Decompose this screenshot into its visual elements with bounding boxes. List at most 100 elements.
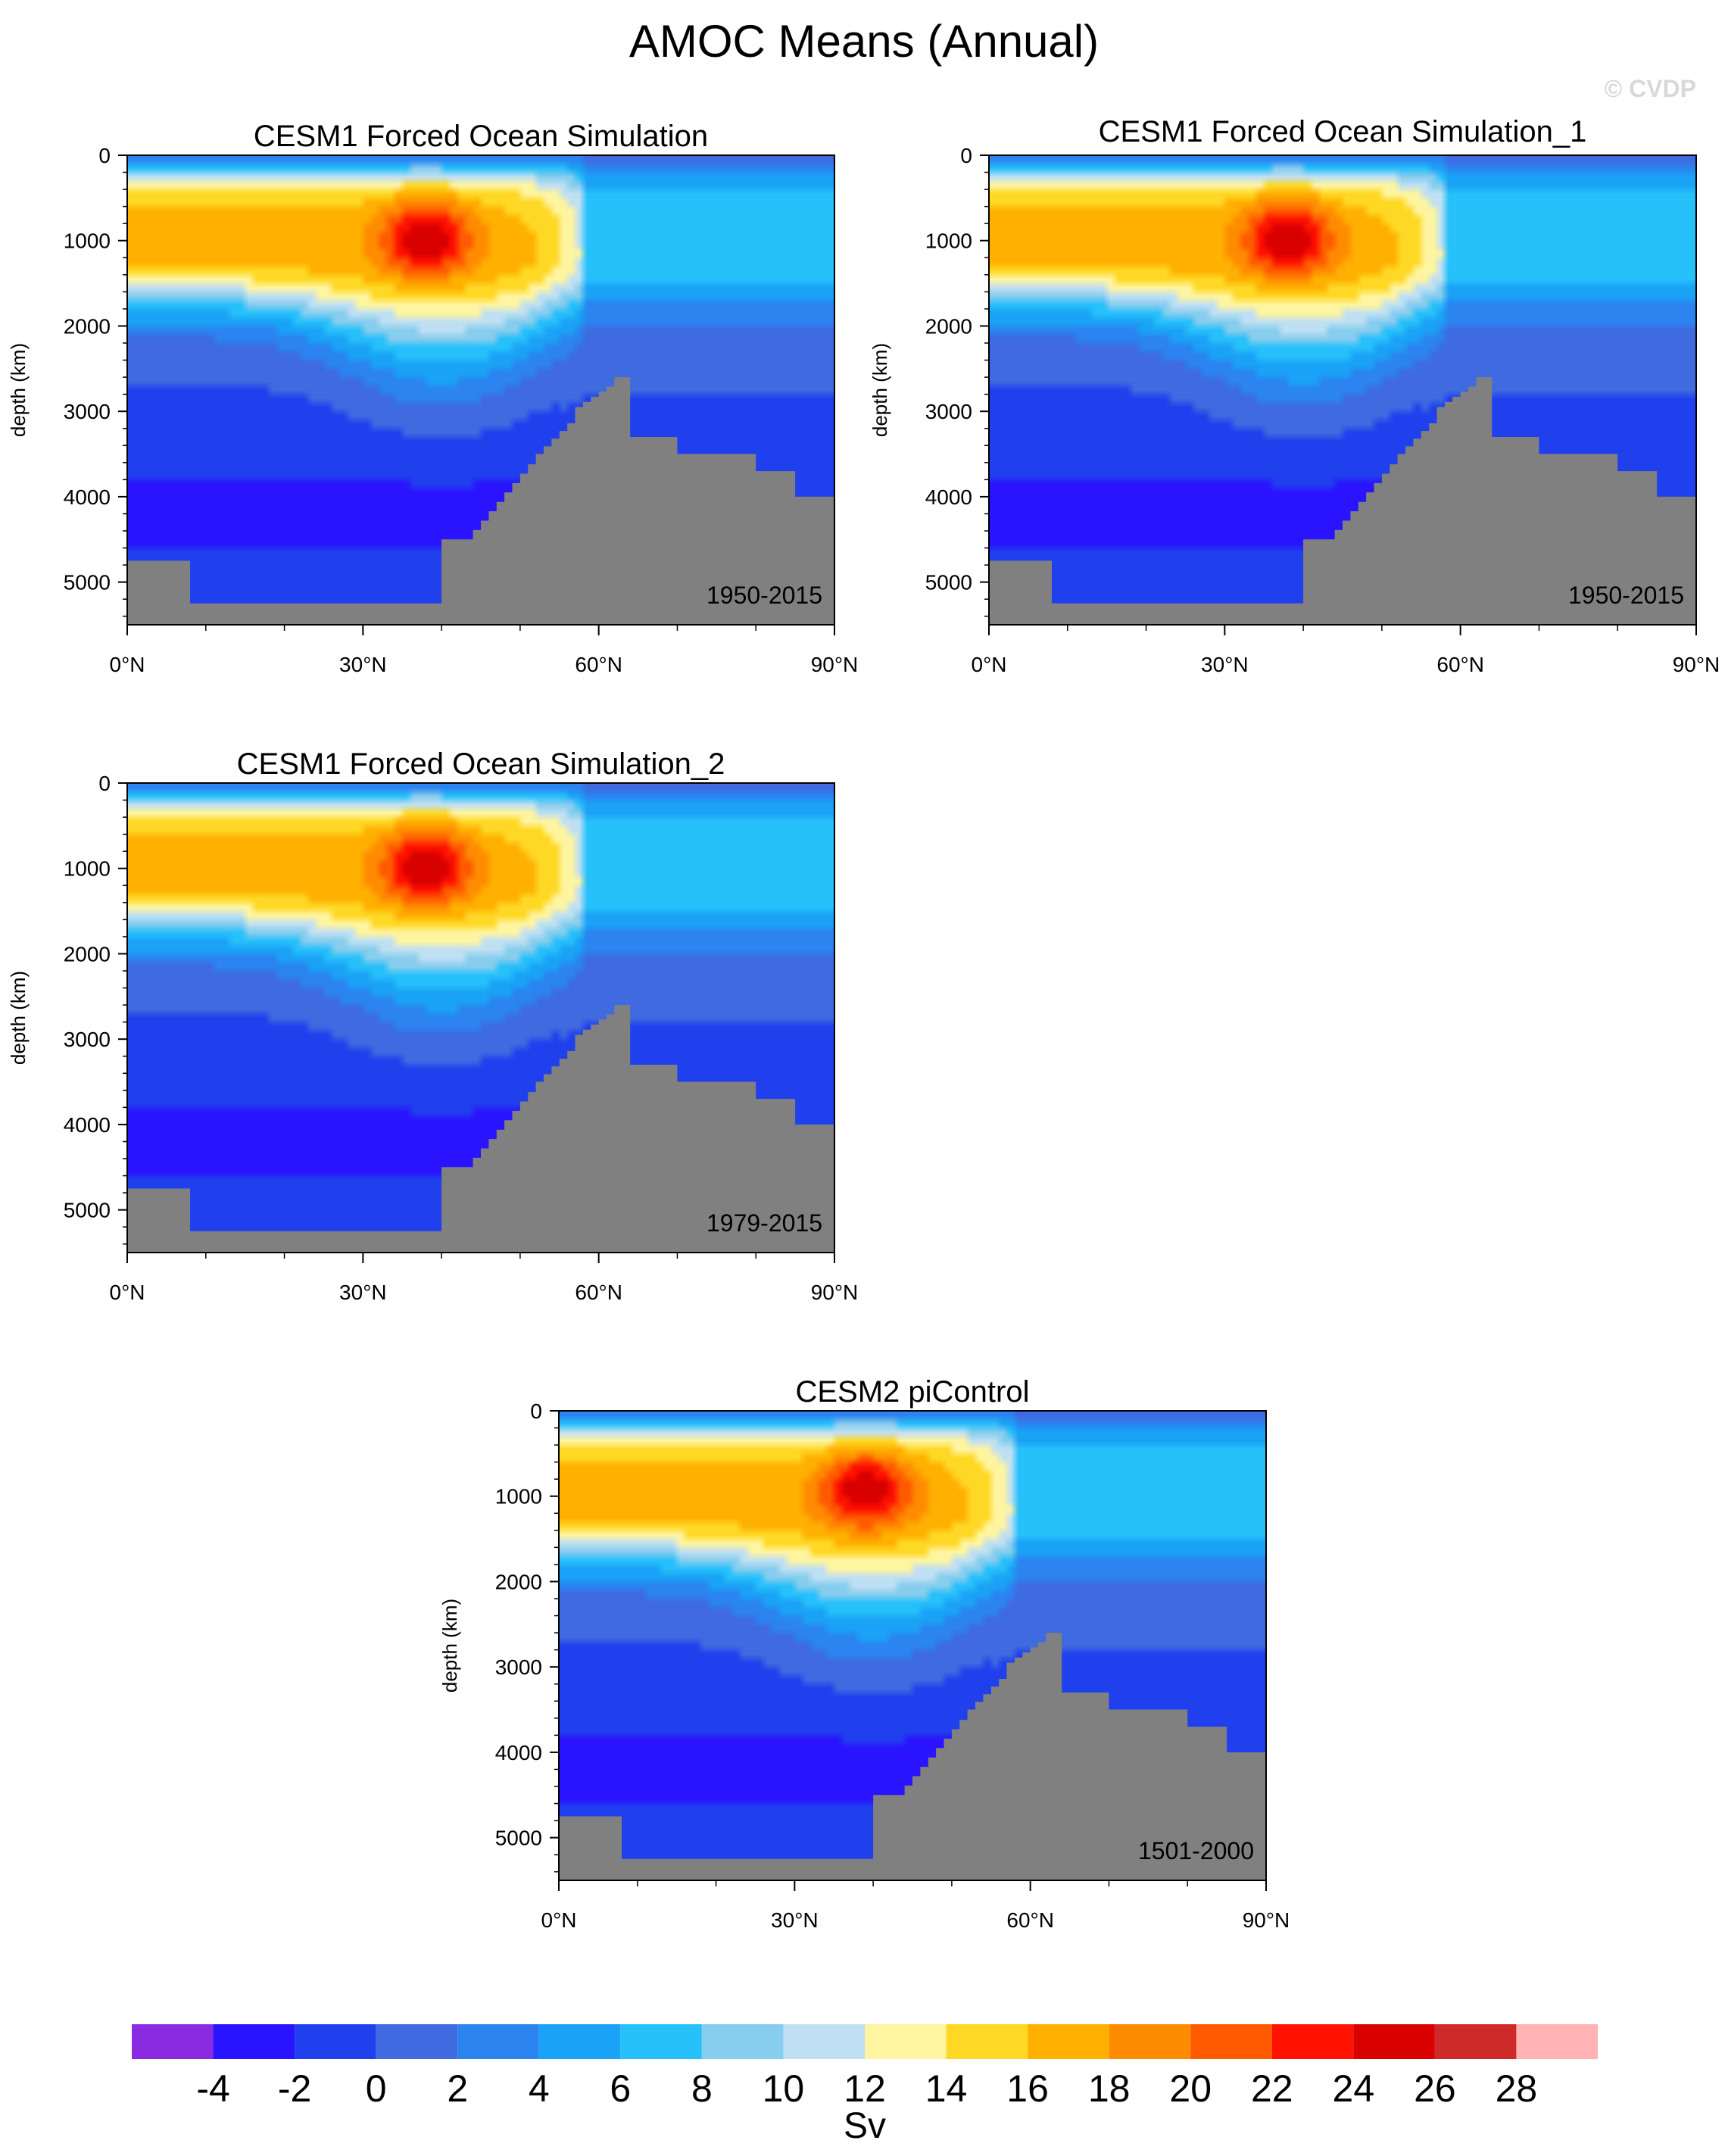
colorbar-tick-label: 22	[1251, 2067, 1293, 2110]
y-tick-label: 2000	[64, 314, 111, 338]
y-tick-label: 4000	[64, 1113, 111, 1137]
colorbar-box	[538, 2024, 621, 2059]
panel-cesm1-forced-1: CESM1 Forced Ocean Simulation_1 0 1000 200…	[869, 115, 1720, 676]
colorbar-box	[1028, 2024, 1109, 2059]
y-tick-label: 5000	[925, 571, 972, 594]
colorbar-box	[620, 2024, 702, 2059]
y-tick-label: 2000	[64, 942, 111, 966]
period-label: 1979-2015	[706, 1209, 822, 1237]
x-tick-label: 0°N	[541, 1908, 577, 1932]
y-axis-label: depth (km)	[7, 971, 30, 1065]
panel-cesm1-forced: CESM1 Forced Ocean Simulation 0 1000 2000 3…	[7, 120, 858, 676]
y-tick-label: 0	[960, 144, 972, 167]
x-tick-label: 30°N	[771, 1908, 819, 1932]
y-tick-label: 4000	[64, 485, 111, 509]
colorbar-tick-label: 12	[844, 2067, 886, 2110]
plot-frame	[126, 154, 835, 626]
plot-frame	[126, 782, 835, 1253]
colorbar-tick-label: 24	[1333, 2067, 1375, 2110]
y-tick-label: 3000	[64, 400, 111, 423]
colorbar-tick-label: 6	[610, 2067, 631, 2110]
colorbar-tick-label: 8	[691, 2067, 713, 2110]
colorbar: Sv -4 -2 0 2 4 6 8 10 12 14 16 18 20 22 24 26 28	[132, 2024, 1598, 2146]
y-tick-label: 1000	[64, 229, 111, 253]
colorbar-box	[946, 2024, 1028, 2059]
x-tick-label: 60°N	[575, 653, 622, 676]
colorbar-tick-label: 2	[447, 2067, 468, 2110]
y-tick-label: 0	[530, 1399, 542, 1423]
y-axis-label: depth (km)	[438, 1599, 461, 1693]
x-tick-label: 90°N	[811, 653, 859, 676]
panel-title: CESM2 piControl	[795, 1375, 1029, 1409]
colorbar-tick-label: 18	[1088, 2067, 1131, 2110]
y-tick-label: 2000	[925, 314, 972, 338]
colorbar-box	[701, 2024, 784, 2059]
bathymetry	[127, 377, 834, 625]
colorbar-box	[1190, 2024, 1272, 2059]
colorbar-box	[213, 2024, 295, 2059]
colorbar-tick-label: -4	[196, 2067, 229, 2110]
bathymetry	[989, 377, 1696, 625]
colorbar-tick-label: -2	[278, 2067, 311, 2110]
panel-cesm2-picontrol: CESM2 piControl 0 1000 2000 3000 4000 5000 dep…	[438, 1375, 1290, 1932]
y-tick-label: 5000	[64, 571, 111, 594]
colorbar-tick-label: 4	[529, 2067, 550, 2110]
y-tick-label: 0	[98, 144, 111, 167]
x-tick-label: 0°N	[972, 653, 1007, 676]
y-tick-label: 5000	[64, 1199, 111, 1222]
y-tick-label: 5000	[495, 1827, 542, 1850]
y-tick-label: 3000	[925, 400, 972, 423]
y-axis-label: depth (km)	[869, 343, 891, 437]
y-tick-label: 3000	[64, 1028, 111, 1051]
y-tick-label: 4000	[495, 1741, 542, 1764]
x-tick-label: 90°N	[1673, 653, 1720, 676]
x-tick-label: 90°N	[811, 1281, 859, 1304]
colorbar-box	[132, 2024, 214, 2059]
colorbar-box	[865, 2024, 947, 2059]
x-tick-label: 30°N	[339, 653, 387, 676]
colorbar-box	[1271, 2024, 1354, 2059]
x-tick-label: 90°N	[1243, 1908, 1290, 1932]
colorbar-box	[783, 2024, 865, 2059]
plot-frame	[558, 1410, 1267, 1881]
colorbar-tick-label: 16	[1006, 2067, 1049, 2110]
panel-title: CESM1 Forced Ocean Simulation	[254, 120, 708, 153]
panel-title: CESM1 Forced Ocean Simulation_1	[1099, 115, 1587, 148]
period-label: 1950-2015	[1568, 582, 1684, 609]
y-axis-label: depth (km)	[7, 343, 30, 437]
period-label: 1501-2000	[1138, 1837, 1254, 1864]
colorbar-box	[1109, 2024, 1191, 2059]
colorbar-tick-label: 14	[925, 2067, 968, 2110]
y-tick-label: 0	[98, 772, 111, 795]
y-tick-label: 4000	[925, 485, 972, 509]
panel-cesm1-forced-2: CESM1 Forced Ocean Simulation_2 0 1000 200…	[7, 747, 858, 1304]
colorbar-units: Sv	[844, 2106, 886, 2146]
colorbar-box	[1434, 2024, 1517, 2059]
colorbar-box	[1516, 2024, 1598, 2059]
colorbar-box	[1353, 2024, 1435, 2059]
y-tick-label: 2000	[495, 1570, 542, 1593]
x-tick-label: 60°N	[575, 1281, 622, 1304]
period-label: 1950-2015	[706, 582, 822, 609]
bathymetry	[127, 1005, 834, 1253]
colorbar-tick-label: 28	[1496, 2067, 1538, 2110]
x-tick-label: 30°N	[1201, 653, 1249, 676]
y-tick-label: 1000	[64, 857, 111, 881]
x-tick-label: 60°N	[1006, 1908, 1054, 1932]
colorbar-tick-label: 20	[1169, 2067, 1212, 2110]
y-tick-label: 3000	[495, 1655, 542, 1679]
figure-title: AMOC Means (Annual)	[629, 16, 1099, 67]
y-tick-label: 1000	[495, 1485, 542, 1509]
x-tick-label: 30°N	[339, 1281, 387, 1304]
x-tick-label: 0°N	[110, 1281, 145, 1304]
colorbar-tick-label: 26	[1414, 2067, 1456, 2110]
panel-title: CESM1 Forced Ocean Simulation_2	[237, 747, 725, 781]
colorbar-box	[295, 2024, 376, 2059]
colorbar-box	[457, 2024, 539, 2059]
bathymetry	[559, 1633, 1266, 1880]
colorbar-tick-label: 10	[763, 2067, 805, 2110]
plot-frame	[988, 154, 1697, 626]
colorbar-tick-label: 0	[366, 2067, 387, 2110]
x-tick-label: 60°N	[1436, 653, 1484, 676]
